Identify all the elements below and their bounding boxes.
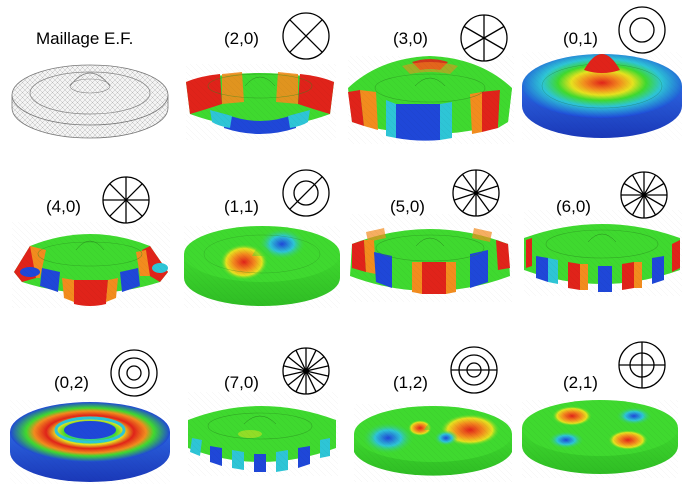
nodal-diagram-0-1 [618, 6, 666, 54]
mode-shape-2-0 [186, 64, 336, 140]
panel-mode-1-1: (1,1) [184, 169, 340, 308]
mode-shape-0-1 [522, 52, 682, 140]
panel-mesh: Maillage E.F. [11, 29, 169, 139]
mesh-disk [11, 64, 169, 139]
panel-mode-2-1: (2,1) [522, 341, 678, 478]
nodal-diagram-7-0 [282, 347, 330, 395]
panel-mode-3-0: (3,0) [348, 14, 514, 144]
nodal-diagram-5-0 [452, 169, 500, 217]
mode-shape-4-0 [12, 222, 170, 308]
panel-label: (0,1) [563, 29, 598, 48]
mode-shape-1-1 [184, 226, 340, 308]
panel-label: (3,0) [393, 29, 428, 48]
mode-shape-6-0 [524, 210, 682, 296]
panel-label: Maillage E.F. [36, 29, 133, 48]
panel-mode-1-2: (1,2) [354, 346, 512, 482]
panel-mode-0-2: (0,2) [10, 349, 170, 484]
panel-label: (2,0) [224, 29, 259, 48]
panel-mode-2-0: (2,0) [186, 12, 336, 140]
nodal-diagram-3-0 [460, 14, 508, 62]
panel-mode-7-0: (7,0) [188, 347, 338, 476]
nodal-diagram-1-1 [282, 169, 330, 217]
panel-label: (2,1) [563, 373, 598, 392]
mode-shape-3-0 [348, 56, 514, 144]
panel-mode-4-0: (4,0) [12, 176, 170, 308]
mode-shape-1-2 [354, 404, 512, 482]
panel-label: (4,0) [46, 197, 81, 216]
mode-shape-5-0 [350, 214, 512, 302]
panel-label: (0,2) [54, 373, 89, 392]
nodal-diagram-1-2 [450, 346, 498, 394]
mode-shape-2-1 [522, 400, 678, 478]
panel-label: (1,2) [393, 373, 428, 392]
panel-label: (5,0) [390, 197, 425, 216]
nodal-diagram-4-0 [102, 176, 150, 224]
panel-mode-5-0: (5,0) [350, 169, 512, 302]
nodal-diagram-2-0 [282, 12, 330, 60]
nodal-diagram-2-1 [618, 341, 666, 389]
mode-shape-0-2 [10, 400, 170, 484]
panel-mode-0-1: (0,1) [522, 6, 682, 140]
panel-label: (7,0) [224, 373, 259, 392]
panel-label: (1,1) [224, 197, 259, 216]
mode-shape-7-0 [188, 392, 338, 476]
panel-mode-6-0: (6,0) [524, 171, 682, 296]
nodal-diagram-0-2 [110, 349, 158, 397]
